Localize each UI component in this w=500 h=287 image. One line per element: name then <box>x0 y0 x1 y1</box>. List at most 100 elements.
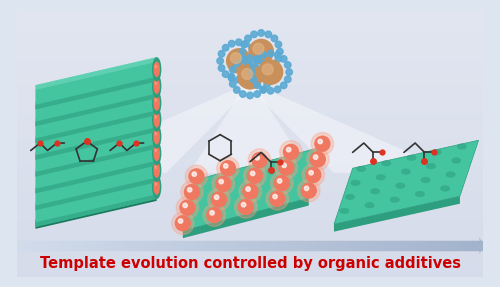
Bar <box>112 241 114 250</box>
Circle shape <box>222 44 229 51</box>
Polygon shape <box>36 108 156 160</box>
Bar <box>58 241 61 250</box>
Bar <box>348 241 350 250</box>
Polygon shape <box>36 144 156 177</box>
Bar <box>18 241 20 250</box>
Circle shape <box>260 60 266 67</box>
Polygon shape <box>246 84 456 173</box>
Circle shape <box>254 56 260 62</box>
Circle shape <box>219 179 224 184</box>
Bar <box>43 241 45 250</box>
Circle shape <box>208 188 230 211</box>
Bar <box>46 241 48 250</box>
Polygon shape <box>36 158 156 191</box>
Bar <box>416 241 418 250</box>
Bar <box>233 241 235 250</box>
Bar <box>424 241 426 250</box>
Ellipse shape <box>152 141 162 165</box>
Circle shape <box>264 66 270 73</box>
Bar <box>322 241 324 250</box>
Circle shape <box>315 136 330 151</box>
Circle shape <box>265 31 272 38</box>
Circle shape <box>242 202 246 207</box>
Bar <box>463 241 465 250</box>
Bar <box>276 241 278 250</box>
Polygon shape <box>36 178 156 210</box>
Bar <box>135 241 137 250</box>
Bar <box>166 241 168 250</box>
Bar <box>28 241 30 250</box>
Circle shape <box>271 35 278 42</box>
Bar <box>284 241 286 250</box>
Bar <box>113 241 115 250</box>
Bar <box>435 241 437 250</box>
Bar <box>206 241 208 250</box>
Bar <box>184 241 186 250</box>
Ellipse shape <box>457 144 466 149</box>
Circle shape <box>260 87 266 93</box>
Bar <box>214 241 216 250</box>
Bar <box>104 241 106 250</box>
Bar <box>450 241 452 250</box>
Bar <box>362 241 364 250</box>
Bar <box>108 241 110 250</box>
Bar <box>392 241 394 250</box>
Bar <box>116 241 118 250</box>
Bar <box>126 241 128 250</box>
Ellipse shape <box>365 202 374 208</box>
Bar <box>152 241 154 250</box>
Bar <box>148 241 150 250</box>
Bar <box>443 241 445 250</box>
Circle shape <box>222 71 229 77</box>
Bar <box>346 241 348 250</box>
Bar <box>78 241 80 250</box>
Bar <box>84 241 86 250</box>
Bar <box>282 241 284 250</box>
Bar <box>452 241 454 250</box>
Bar <box>154 241 156 250</box>
Bar <box>22 241 24 250</box>
Circle shape <box>184 185 200 199</box>
Bar <box>449 241 451 250</box>
Bar <box>454 241 456 250</box>
Ellipse shape <box>152 57 162 82</box>
Circle shape <box>230 53 241 64</box>
Bar <box>200 241 202 250</box>
Bar <box>238 241 240 250</box>
Bar <box>197 241 199 250</box>
Circle shape <box>242 75 249 82</box>
Bar <box>211 241 213 250</box>
Circle shape <box>251 31 258 38</box>
Bar <box>308 241 310 250</box>
Bar <box>334 241 336 250</box>
Bar <box>466 241 468 250</box>
Bar <box>323 241 325 250</box>
Bar <box>324 241 326 250</box>
Circle shape <box>172 212 194 234</box>
Bar <box>253 241 255 250</box>
Circle shape <box>254 56 260 63</box>
Bar <box>222 241 224 250</box>
Circle shape <box>220 161 236 176</box>
Polygon shape <box>36 175 156 208</box>
Circle shape <box>262 64 273 75</box>
Bar <box>386 241 388 250</box>
Bar <box>390 241 392 250</box>
Polygon shape <box>36 141 156 193</box>
Ellipse shape <box>340 208 349 214</box>
Bar <box>90 241 92 250</box>
Circle shape <box>240 41 247 48</box>
Bar <box>330 241 332 250</box>
Bar <box>72 241 75 250</box>
Bar <box>190 241 192 250</box>
Ellipse shape <box>154 115 157 119</box>
Bar <box>23 241 25 250</box>
Bar <box>80 241 82 250</box>
Ellipse shape <box>382 160 391 166</box>
Bar <box>178 241 180 250</box>
Circle shape <box>240 55 247 62</box>
Ellipse shape <box>407 155 416 160</box>
Bar <box>260 241 262 250</box>
Bar <box>191 241 193 250</box>
Bar <box>180 241 182 250</box>
